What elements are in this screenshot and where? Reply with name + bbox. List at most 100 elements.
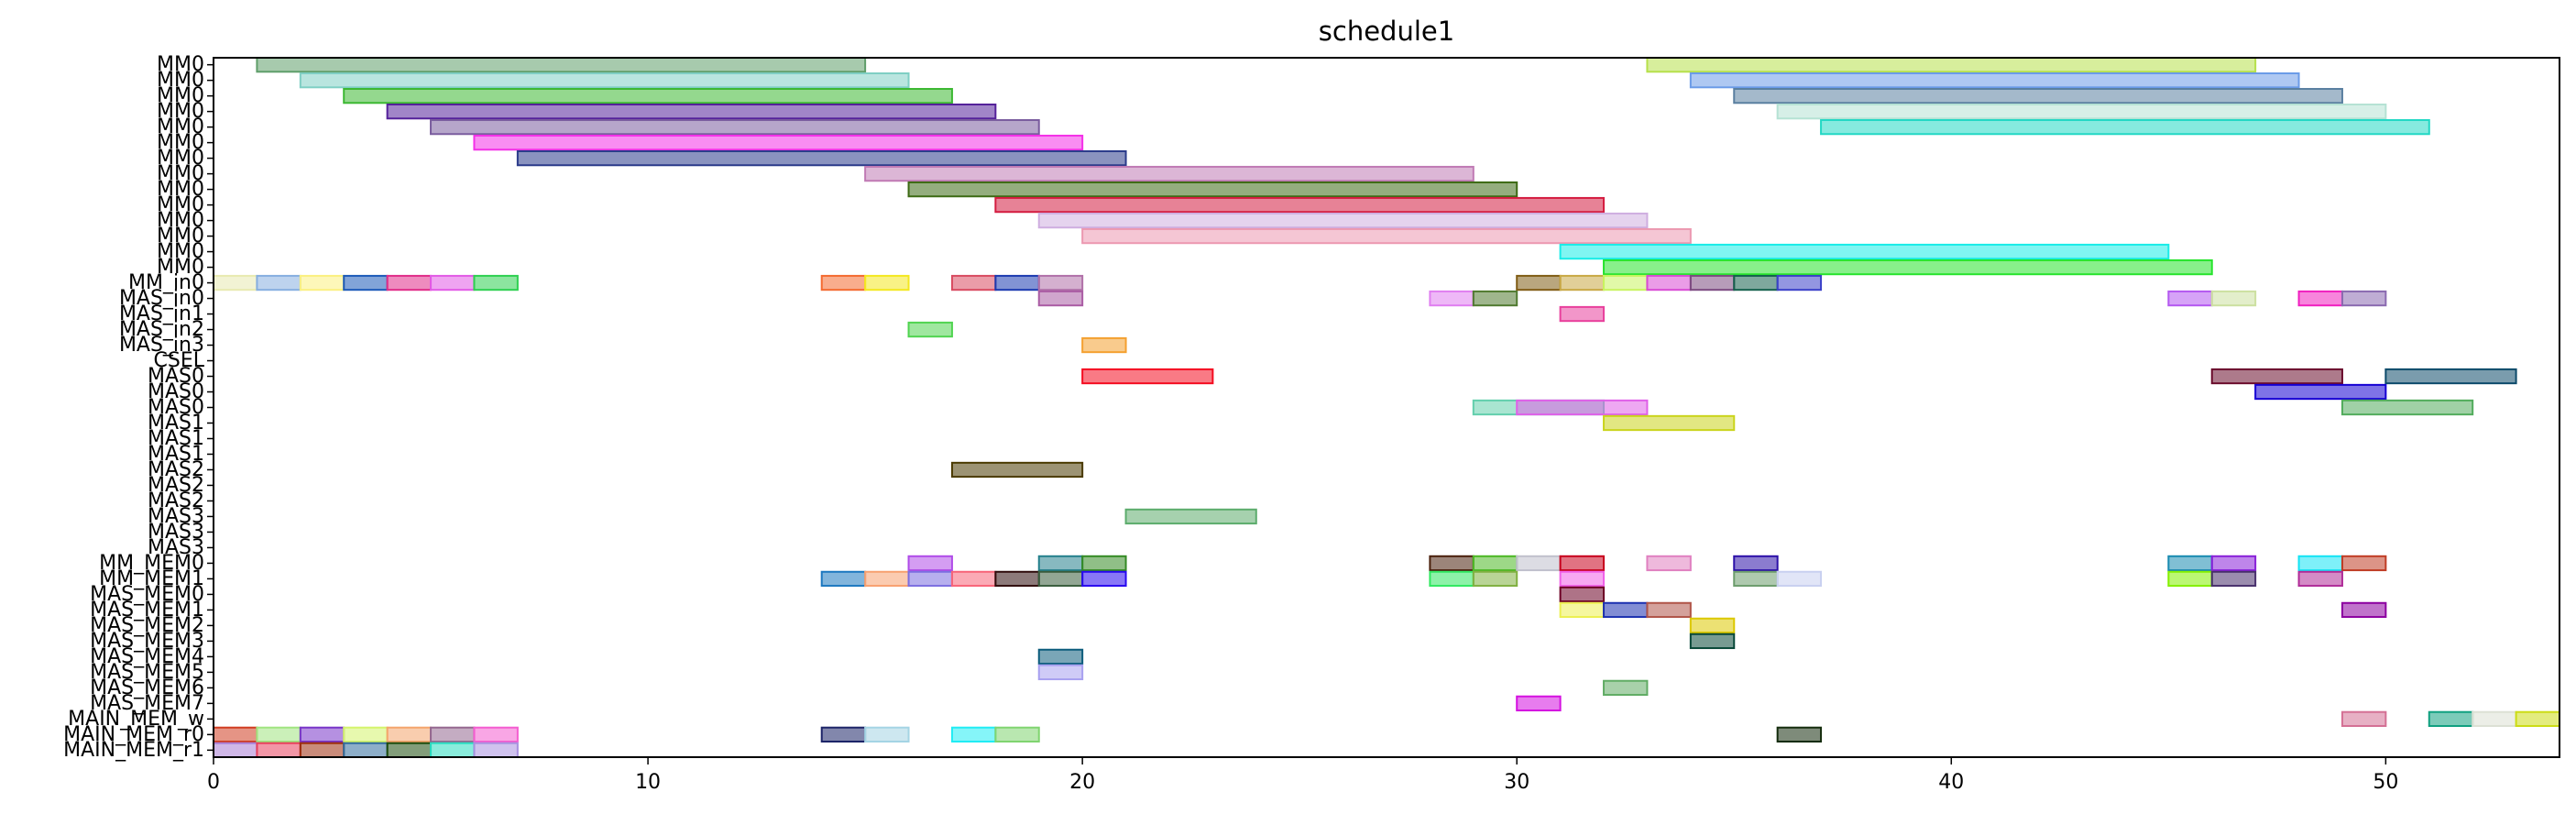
- task-bar: [907, 321, 953, 338]
- task-bar: [994, 726, 1040, 743]
- task-bar: [1776, 274, 1823, 292]
- task-bar: [907, 181, 1518, 198]
- y-tick-label: MM0: [157, 178, 204, 201]
- task-bar: [864, 274, 910, 292]
- task-bar: [907, 555, 953, 572]
- task-bar: [1646, 601, 1692, 619]
- y-tick-label: MAS_in1: [119, 302, 204, 325]
- task-bar: [2167, 290, 2213, 307]
- y-tick-label: MAS0: [148, 380, 204, 403]
- task-bar: [950, 461, 1084, 478]
- task-bar: [1559, 555, 1606, 572]
- task-bar: [430, 274, 476, 292]
- task-bar: [1037, 274, 1084, 292]
- task-bar: [1603, 258, 2213, 276]
- y-tick-label: MAS_MEM6: [90, 676, 204, 699]
- y-tick-label: MM0: [157, 116, 204, 138]
- task-bar: [2515, 710, 2560, 728]
- task-bar: [2428, 710, 2474, 728]
- task-bar: [1516, 555, 1562, 572]
- task-bar: [1733, 274, 1779, 292]
- task-bar: [1037, 570, 1084, 588]
- task-bar: [1559, 305, 1606, 323]
- task-bar: [343, 742, 389, 758]
- task-bar: [2297, 570, 2343, 588]
- task-bar: [1646, 57, 2257, 73]
- y-tick-label: MAS_MEM1: [90, 599, 204, 622]
- y-tick-label: MAS1: [148, 443, 204, 466]
- task-bar: [1689, 632, 1736, 650]
- task-bar: [1472, 555, 1518, 572]
- y-tick-label: MAIN_MEM_r0: [63, 723, 204, 746]
- y-tick-label: MAS1: [148, 412, 204, 434]
- task-bar: [820, 274, 867, 292]
- task-bar: [950, 570, 997, 588]
- task-bar: [1516, 399, 1649, 416]
- task-bar: [1689, 72, 2300, 89]
- y-tick-label: MM0: [157, 209, 204, 232]
- y-tick-label: CSEL: [154, 349, 205, 372]
- task-bar: [2210, 290, 2257, 307]
- task-bar: [299, 274, 345, 292]
- y-tick-label: MM_in0: [128, 271, 204, 294]
- y-tick-label: MM_MEM0: [99, 552, 204, 575]
- task-bar: [1037, 648, 1084, 666]
- y-tick-label: MAS_MEM3: [90, 630, 204, 653]
- y-tick-label: MM0: [157, 84, 204, 107]
- y-tick-label: MAS2: [148, 458, 204, 481]
- task-bar: [213, 726, 258, 743]
- task-bar: [2167, 570, 2213, 588]
- task-bar: [1081, 336, 1127, 354]
- task-bar: [1689, 617, 1736, 634]
- task-bar: [1776, 726, 1823, 743]
- task-bar: [1689, 274, 1736, 292]
- task-bar: [1472, 290, 1518, 307]
- task-bar: [386, 742, 433, 758]
- task-bar: [386, 274, 433, 292]
- task-bar: [1516, 695, 1562, 712]
- plot-frame: [213, 57, 2560, 758]
- task-bar: [950, 726, 997, 743]
- x-tick-label: 10: [635, 771, 661, 794]
- task-bar: [1037, 664, 1084, 681]
- task-bar: [1559, 243, 2170, 260]
- x-tick-label: 30: [1504, 771, 1529, 794]
- task-bar: [1037, 555, 1084, 572]
- y-tick-label: MAS_MEM4: [90, 645, 204, 668]
- task-bar: [473, 742, 519, 758]
- task-bar: [1559, 601, 1606, 619]
- y-tick-label: MM0: [157, 147, 204, 170]
- y-tick-label: MAS_MEM0: [90, 583, 204, 606]
- task-bar: [430, 742, 476, 758]
- task-bar: [864, 726, 910, 743]
- task-bar: [994, 274, 1040, 292]
- task-bar: [1429, 570, 1474, 588]
- y-tick-label: MAIN_MEM_w: [68, 708, 204, 731]
- y-tick-label: MAIN_MEM_r1: [63, 739, 204, 762]
- task-bar: [1559, 586, 1606, 603]
- task-bar: [2340, 601, 2387, 619]
- task-bar: [1733, 87, 2343, 104]
- y-tick-label: MAS1: [148, 427, 204, 450]
- task-bar: [473, 134, 1084, 151]
- task-bar: [1429, 290, 1474, 307]
- task-bar: [2210, 570, 2257, 588]
- task-bar: [1559, 570, 1606, 588]
- task-bar: [1081, 570, 1127, 588]
- y-tick-label: MM0: [157, 100, 204, 123]
- y-tick-label: MAS_MEM5: [90, 661, 204, 684]
- y-tick-label: MM0: [157, 131, 204, 154]
- y-tick-label: MM0: [157, 162, 204, 185]
- y-tick-label: MAS0: [148, 365, 204, 388]
- task-bar: [213, 742, 258, 758]
- task-bar: [1603, 679, 1649, 697]
- task-bar: [256, 726, 301, 743]
- task-bar: [2167, 555, 2213, 572]
- task-bar: [1603, 274, 1649, 292]
- task-bar: [1516, 274, 1562, 292]
- task-bar: [994, 570, 1040, 588]
- task-bar: [1733, 570, 1779, 588]
- task-bar: [820, 570, 867, 588]
- y-tick-label: MM0: [157, 193, 204, 216]
- y-axis: MM0MM0MM0MM0MM0MM0MM0MM0MM0MM0MM0MM0MM0M…: [63, 53, 214, 762]
